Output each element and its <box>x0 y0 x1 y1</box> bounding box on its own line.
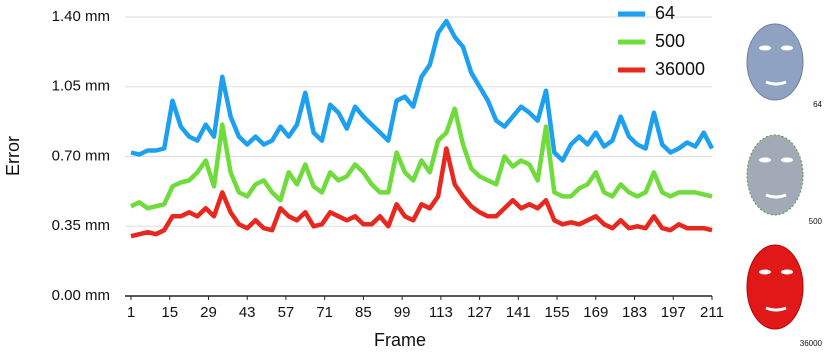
series-line <box>130 146 713 239</box>
legend-label: 500 <box>655 31 685 51</box>
series-line <box>130 106 713 211</box>
x-tick-label: 57 <box>278 304 295 321</box>
x-tick-label: 211 <box>700 304 724 321</box>
x-tick-label: 71 <box>316 304 333 321</box>
x-tick-label: 127 <box>467 304 492 321</box>
x-tick-label: 29 <box>200 304 217 321</box>
y-axis-label: Error <box>3 136 23 176</box>
y-tick-label: 1.05 mm <box>52 78 110 95</box>
x-tick-label: 99 <box>394 304 411 321</box>
x-tick-label: 1 <box>127 304 135 321</box>
x-tick-label: 155 <box>545 304 570 321</box>
y-tick-label: 0.70 mm <box>52 147 110 164</box>
face-thumbnails <box>746 23 804 330</box>
legend-label: 36000 <box>655 59 705 79</box>
x-axis-label: Frame <box>374 330 426 350</box>
x-tick-label: 113 <box>429 304 453 321</box>
x-tick-label: 141 <box>506 304 531 321</box>
x-tick-label: 197 <box>661 304 686 321</box>
x-tick-label: 15 <box>161 304 178 321</box>
thumbnail-label: 64 <box>813 100 822 109</box>
y-tick-label: 0.00 mm <box>52 287 110 304</box>
x-tick-label: 43 <box>239 304 256 321</box>
y-tick-label: 0.35 mm <box>52 217 110 234</box>
y-tick-label: 1.40 mm <box>52 8 110 25</box>
x-tick-label: 85 <box>355 304 372 321</box>
x-tick-label: 183 <box>622 304 647 321</box>
x-tick-label: 169 <box>583 304 608 321</box>
series-line <box>130 18 714 163</box>
thumbnail-label: 36000 <box>800 339 823 348</box>
thumbnail-label: 500 <box>809 217 823 226</box>
legend-label: 64 <box>655 3 675 23</box>
